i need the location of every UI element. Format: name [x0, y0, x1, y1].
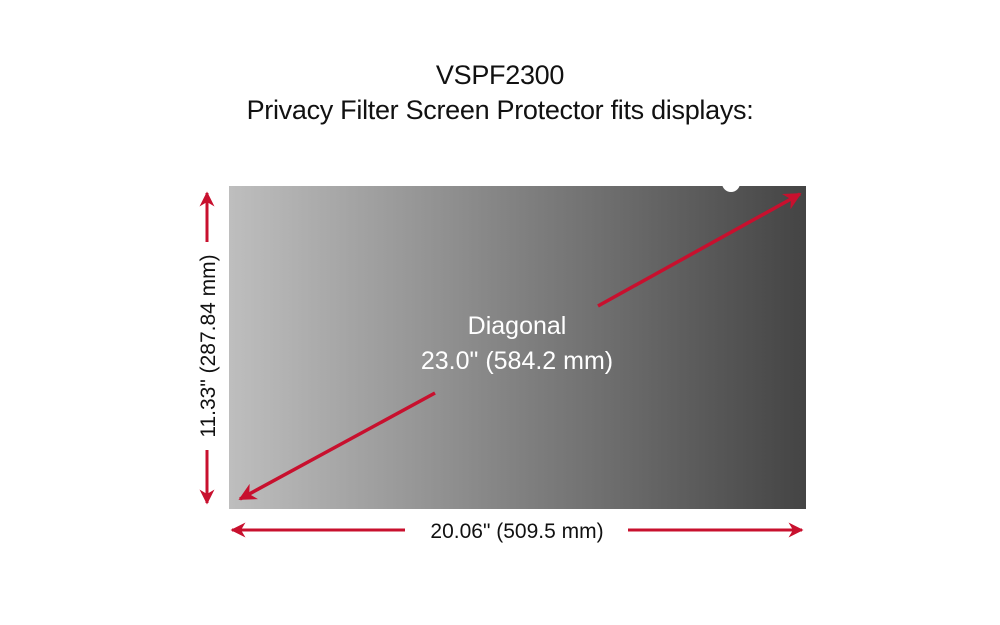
product-model-title: VSPF2300 [435, 60, 565, 90]
webcam-notch [722, 174, 740, 192]
diagonal-value: 23.0" (584.2 mm) [421, 347, 613, 375]
diagonal-label: Diagonal [468, 312, 567, 340]
diagonal-arrow [238, 192, 802, 501]
height-value: 11.33" (287.84 mm) [197, 254, 220, 437]
width-value: 20.06" (509.5 mm) [430, 520, 603, 543]
screen-panel [229, 174, 806, 509]
product-subtitle: Privacy Filter Screen Protector fits dis… [246, 95, 754, 125]
